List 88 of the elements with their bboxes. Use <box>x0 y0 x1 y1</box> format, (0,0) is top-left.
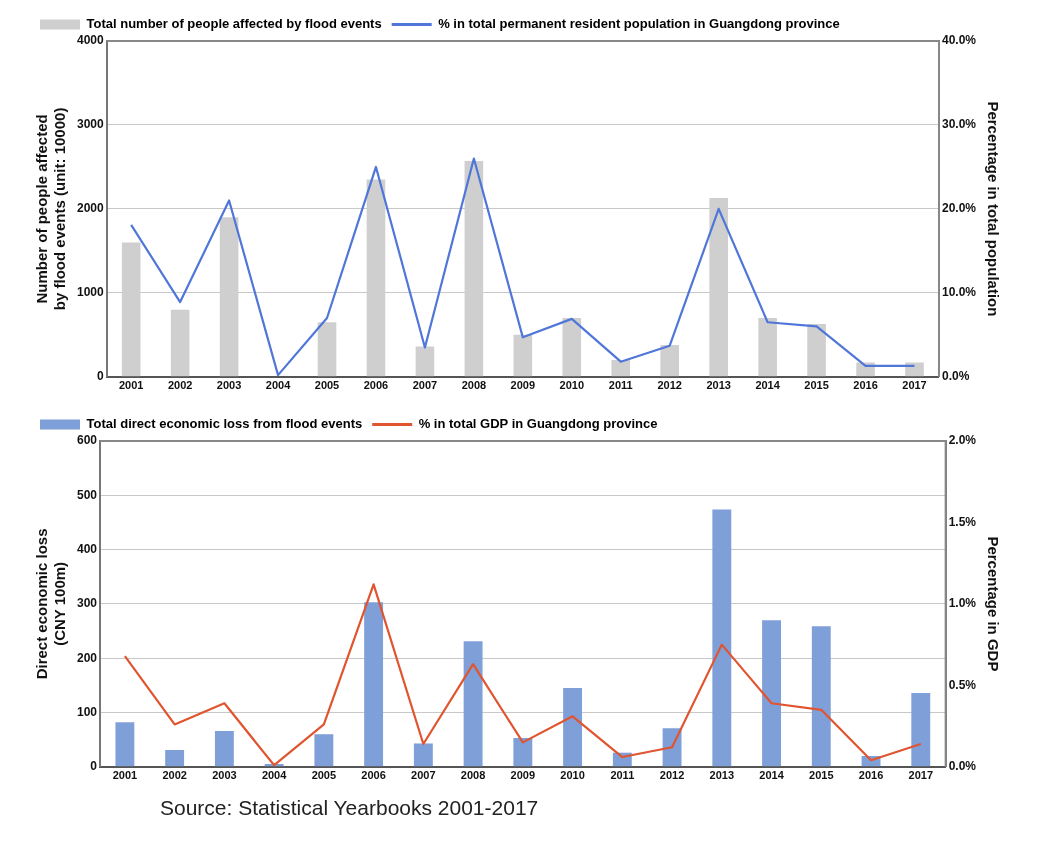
y2-tick-label: 1.5% <box>948 514 977 529</box>
x-tick-label: 2003 <box>216 379 242 392</box>
y2-axis-title: Percentage in GDP <box>984 536 1002 672</box>
y2-axis-title: Percentage in total population <box>984 101 1002 317</box>
legend-label: Total number of people affected by flood events <box>86 16 382 32</box>
bar <box>170 309 190 377</box>
bar <box>413 743 433 767</box>
y-tick-label: 3000 <box>76 117 105 132</box>
x-tick-label: 2001 <box>112 769 138 782</box>
y2-tick-label: 10.0% <box>941 285 977 300</box>
x-tick-label: 2016 <box>853 379 878 392</box>
bar <box>115 722 135 767</box>
x-tick-label: 2012 <box>657 379 682 392</box>
y2-tick-label: 0.0% <box>948 759 977 774</box>
x-tick-label: 2002 <box>162 769 187 782</box>
bar <box>463 641 483 767</box>
bar <box>611 360 631 377</box>
y2-tick-label: 30.0% <box>941 117 977 132</box>
x-tick-label: 2017 <box>908 769 934 782</box>
y-tick-label: 4000 <box>76 33 105 48</box>
y-tick-label: 100 <box>76 704 98 719</box>
legend-label: % in total GDP in Guangdong province <box>418 416 658 432</box>
bar <box>214 730 234 767</box>
legend-label: % in total permanent resident population in Guangdong province <box>438 16 840 32</box>
x-tick-label: 2005 <box>314 379 340 392</box>
y-tick-label: 500 <box>76 487 98 502</box>
x-tick-label: 2011 <box>610 769 635 782</box>
bar <box>364 602 384 767</box>
y-tick-label: 600 <box>76 433 98 448</box>
bar <box>314 734 334 767</box>
y-tick-label: 400 <box>76 541 98 556</box>
y-tick-label: 0 <box>97 369 105 384</box>
x-tick-label: 2016 <box>858 769 884 782</box>
bar <box>911 692 931 767</box>
y-tick-label: 200 <box>76 650 98 665</box>
x-tick-label: 2013 <box>709 769 735 782</box>
x-tick-label: 2012 <box>659 769 685 782</box>
x-tick-label: 2009 <box>510 769 536 782</box>
y-axis-title: Direct economic loss (CNY 100m) <box>33 528 69 680</box>
x-tick-label: 2001 <box>118 379 144 392</box>
legend-label: Total direct economic loss from flood events <box>86 416 363 432</box>
bar <box>660 344 680 377</box>
bar <box>562 318 582 377</box>
x-tick-label: 2002 <box>167 379 193 392</box>
x-tick-label: 2003 <box>212 769 237 782</box>
bar <box>807 323 826 377</box>
y2-tick-label: 0.0% <box>941 369 970 384</box>
x-tick-label: 2007 <box>412 379 438 392</box>
y-tick-label: 2000 <box>76 201 105 216</box>
x-tick-label: 2010 <box>559 379 585 392</box>
y-tick-label: 0 <box>90 759 98 774</box>
bar <box>415 346 435 377</box>
x-tick-label: 2010 <box>560 769 585 782</box>
x-tick-label: 2011 <box>608 379 633 392</box>
x-tick-label: 2004 <box>265 379 292 392</box>
x-tick-label: 2006 <box>363 379 389 392</box>
x-tick-label: 2014 <box>759 769 785 782</box>
bar <box>662 728 682 767</box>
bar <box>513 334 533 377</box>
y2-tick-label: 1.0% <box>948 596 977 611</box>
x-tick-label: 2013 <box>706 379 731 392</box>
bar <box>811 626 831 767</box>
bar <box>165 749 185 767</box>
x-tick-label: 2015 <box>809 769 834 782</box>
x-tick-label: 2015 <box>804 379 829 392</box>
x-tick-label: 2008 <box>461 379 487 392</box>
bar <box>563 688 583 767</box>
y2-tick-label: 40.0% <box>941 33 977 48</box>
bar <box>762 620 781 767</box>
x-tick-label: 2009 <box>510 379 536 392</box>
y2-tick-label: 20.0% <box>941 201 977 216</box>
x-tick-label: 2007 <box>411 769 436 782</box>
x-tick-label: 2006 <box>361 769 386 782</box>
x-tick-label: 2008 <box>460 769 486 782</box>
x-tick-label: 2005 <box>311 769 337 782</box>
y2-tick-label: 2.0% <box>948 433 977 448</box>
x-tick-label: 2014 <box>755 379 781 392</box>
y-axis-title: Number of people affected by flood events (unit: 10000) <box>33 107 69 311</box>
y-tick-label: 1000 <box>76 285 105 300</box>
x-tick-label: 2017 <box>902 379 927 392</box>
y2-tick-label: 0.5% <box>948 677 977 692</box>
x-tick-label: 2004 <box>261 769 288 782</box>
bar <box>513 738 533 767</box>
bar <box>317 322 337 377</box>
bar <box>712 509 732 767</box>
y-tick-label: 300 <box>76 596 98 611</box>
source-note: Source: Statistical Yearbooks 2001-2017 <box>159 795 540 820</box>
bar <box>758 318 777 377</box>
